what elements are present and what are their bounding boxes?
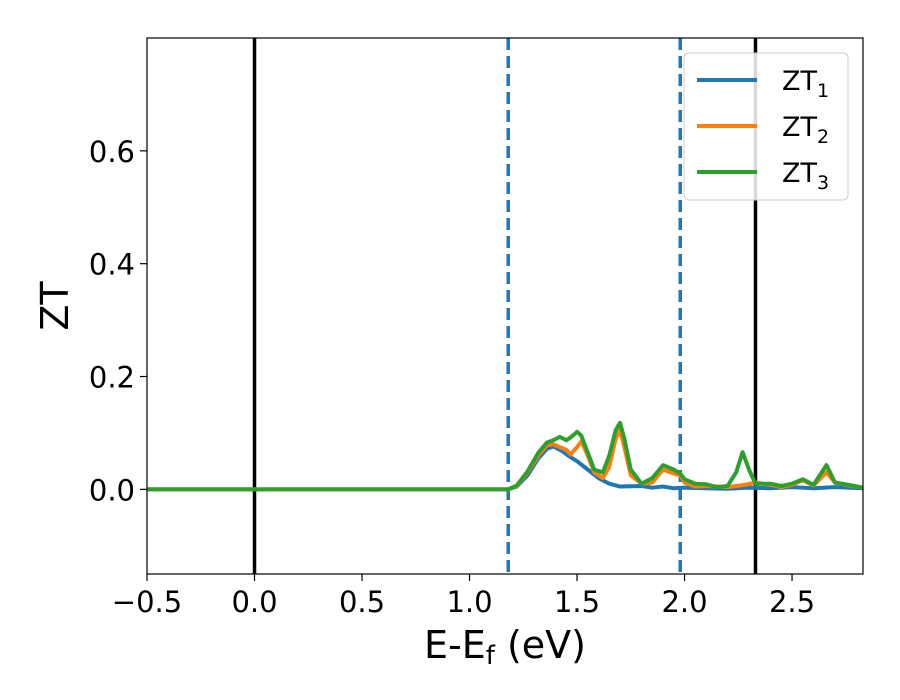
series-line-zt3 [147,420,863,492]
y-tick-label: 0.6 [89,135,135,169]
legend-frame [683,52,849,201]
x-axis-title: E-Ef (eV) [424,623,586,671]
x-axis-title-subscript: f [486,641,496,671]
y-tick-label: 0.4 [89,248,135,282]
series-lines [147,420,863,492]
legend-label-zt1: ZT1 [782,66,829,102]
x-axis-ticks: −0.5 0.0 0.5 1.0 1.5 2.0 2.5 [112,574,815,619]
x-tick-label: −0.5 [112,585,182,619]
y-tick-label: 0.2 [89,361,135,395]
legend: ZT1 ZT2 ZT3 [683,52,849,201]
legend-label-zt3: ZT3 [782,158,829,194]
x-tick-label: 0.5 [339,585,385,619]
legend-label-zt2: ZT2 [782,112,829,148]
x-tick-label: 1.0 [446,585,492,619]
x-axis-title-main: E-E [424,623,486,667]
x-tick-label: 2.0 [661,585,707,619]
plot-area-frame [146,37,864,575]
y-axis-ticks: 0.0 0.2 0.4 0.6 [89,135,147,507]
x-tick-label: 2.5 [769,585,815,619]
x-axis-title-unit: (eV) [495,623,586,667]
x-tick-label: 1.5 [554,585,600,619]
y-axis-title: ZT [33,281,77,331]
x-tick-label: 0.0 [231,585,277,619]
y-tick-label: 0.0 [89,473,135,507]
